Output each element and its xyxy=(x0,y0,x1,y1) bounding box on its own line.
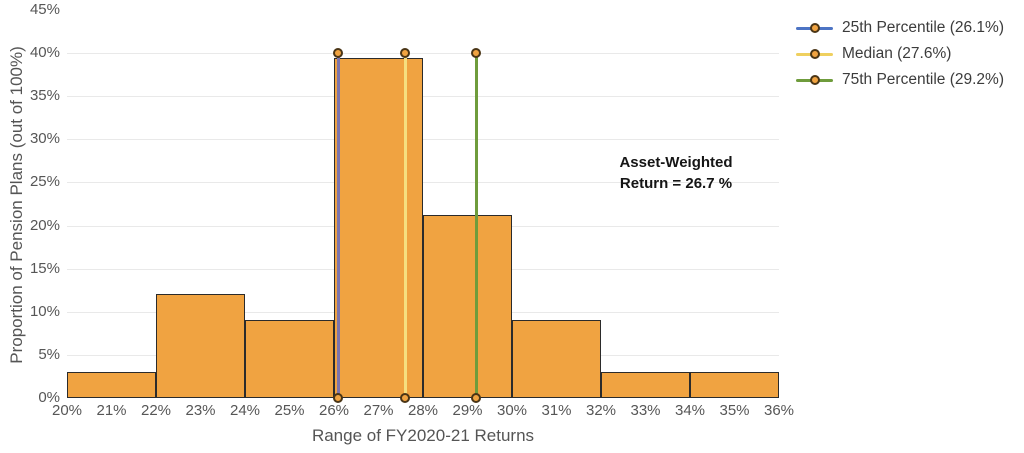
x-tick-label: 32% xyxy=(585,402,617,419)
histogram-bar xyxy=(245,319,334,398)
x-tick-label: 35% xyxy=(719,402,750,419)
legend-item[interactable]: 75th Percentile (29.2%) xyxy=(796,67,1004,93)
x-tick-label: 29% xyxy=(452,402,483,419)
x-tick-label: 31% xyxy=(541,402,572,419)
y-tick-label: 30% xyxy=(29,130,60,148)
asset-weighted-annotation: Asset-Weighted Return = 26.7 % xyxy=(576,152,776,194)
y-tick-label: 25% xyxy=(29,173,60,191)
x-tick-label: 30% xyxy=(496,402,528,419)
y-tick-label: 20% xyxy=(29,216,60,234)
histogram-bar xyxy=(334,58,423,398)
histogram-bar xyxy=(67,371,156,398)
percentile-base-marker xyxy=(400,393,411,403)
legend-marker-icon xyxy=(809,49,820,59)
x-tick-label: 21% xyxy=(96,402,127,419)
y-tick-label: 0% xyxy=(38,389,60,406)
gridline xyxy=(67,182,779,184)
x-tick-label: 27% xyxy=(363,402,394,419)
y-tick-label: 35% xyxy=(29,87,60,105)
annotation-line-1: Asset-Weighted xyxy=(619,154,733,171)
x-tick-label: 25% xyxy=(274,402,305,419)
legend-item-label: 25th Percentile (26.1%) xyxy=(842,19,1004,36)
histogram-bar xyxy=(423,215,512,398)
y-tick-label: 10% xyxy=(29,302,60,320)
histogram-bar xyxy=(690,371,779,398)
legend-marker-icon xyxy=(809,23,820,33)
y-tick-label: 45% xyxy=(29,1,60,18)
x-tick-label: 24% xyxy=(229,402,261,419)
legend-item[interactable]: Median (27.6%) xyxy=(796,41,1004,67)
legend-marker-icon xyxy=(809,75,820,85)
percentile-top-marker xyxy=(333,48,344,59)
x-tick-label: 26% xyxy=(318,402,350,419)
legend-item[interactable]: 25th Percentile (26.1%) xyxy=(796,15,1004,41)
percentile-top-marker xyxy=(400,48,411,59)
x-tick-label: 22% xyxy=(140,402,172,419)
annotation-line-2: Return = 26.7 % xyxy=(619,175,733,192)
y-tick-label: 40% xyxy=(29,44,60,62)
x-tick-label: 28% xyxy=(407,402,439,419)
percentile-base-marker xyxy=(333,393,344,403)
legend: 25th Percentile (26.1%) Median (27.6%) 75t… xyxy=(796,15,1004,93)
y-tick-label: 15% xyxy=(29,259,60,277)
histogram-bar xyxy=(601,371,690,398)
x-tick-label: 33% xyxy=(630,402,661,419)
gridline xyxy=(67,96,779,98)
plot-area xyxy=(67,10,779,403)
percentile-top-marker xyxy=(471,48,482,59)
x-axis-title: Range of FY2020-21 Returns xyxy=(311,426,535,445)
y-tick-label: 5% xyxy=(38,345,60,363)
histogram-bar xyxy=(512,319,601,398)
x-tick-label: 23% xyxy=(185,402,216,419)
gridline xyxy=(67,53,779,55)
legend-line-swatch xyxy=(796,73,833,87)
percentile-line xyxy=(403,53,407,398)
gridline xyxy=(67,139,779,141)
x-tick-label: 20% xyxy=(51,402,83,419)
legend-item-label: Median (27.6%) xyxy=(842,45,952,62)
percentile-line xyxy=(336,53,340,398)
percentile-base-marker xyxy=(471,393,482,403)
legend-line-swatch xyxy=(796,21,833,35)
histogram-bar xyxy=(156,293,245,398)
x-tick-label: 34% xyxy=(674,402,706,419)
x-tick-label: 36% xyxy=(763,402,795,419)
percentile-line xyxy=(474,53,478,398)
legend-item-label: 75th Percentile (29.2%) xyxy=(842,71,1004,88)
legend-line-swatch xyxy=(796,47,833,61)
